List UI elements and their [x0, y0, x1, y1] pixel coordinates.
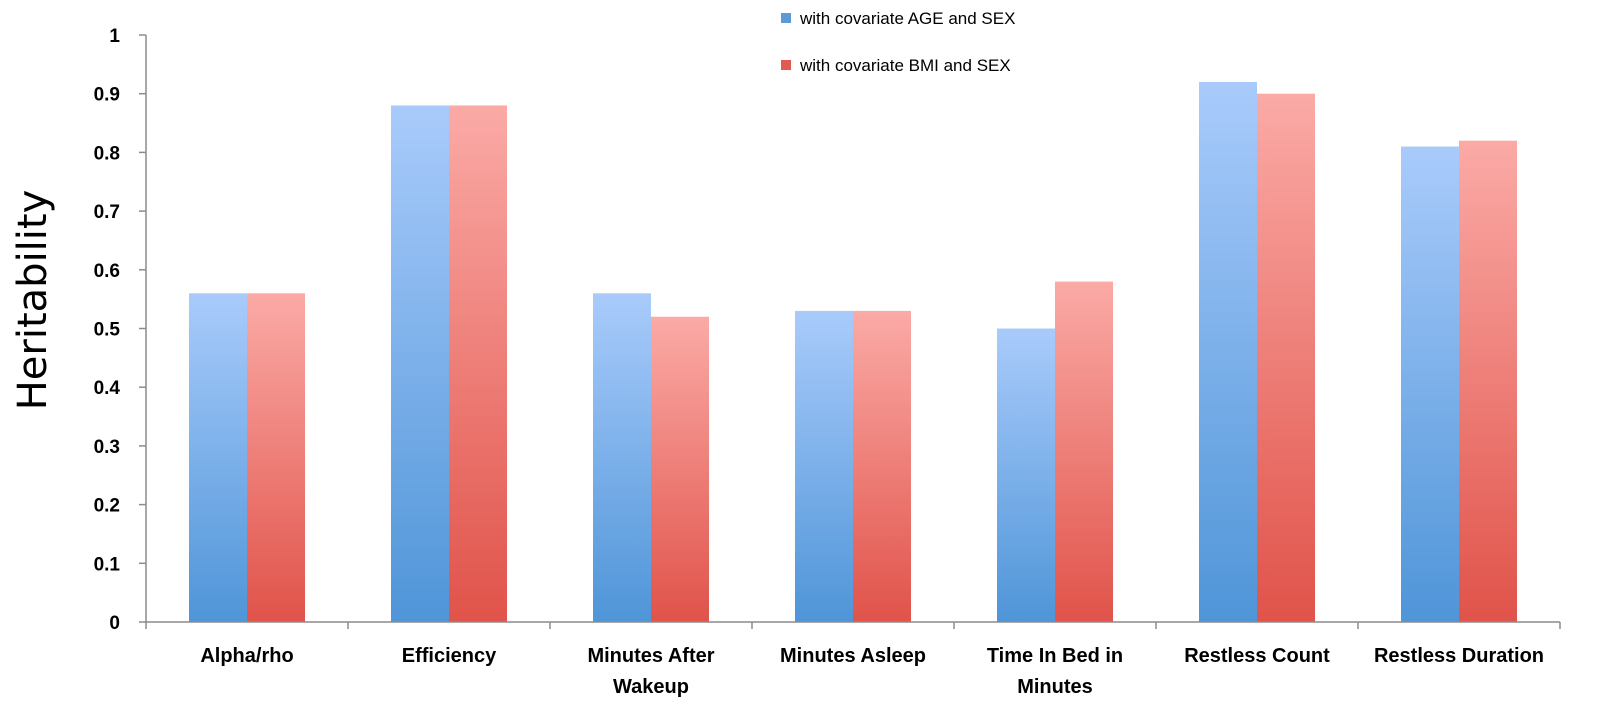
bar-series-2-category-6 [1257, 93, 1315, 622]
y-tick-label: 1 [109, 26, 120, 47]
legend: with covariate AGE and SEX with covariate… [781, 9, 1015, 75]
legend-swatch-2 [781, 60, 791, 70]
y-tick-label: 0 [109, 613, 120, 634]
legend-label-1: with covariate AGE and SEX [799, 9, 1015, 28]
x-tick-label: Restless Count [1184, 645, 1330, 667]
x-tick-label: Time In Bed in Minutes [987, 645, 1123, 698]
bar-series-2-category-5 [1055, 281, 1113, 622]
bar-series-1-category-3 [593, 293, 651, 622]
y-axis-title: Heritability [10, 190, 56, 411]
y-tick-label: 0.4 [94, 378, 121, 399]
x-tick-label: Minutes Asleep [780, 645, 926, 667]
bars-group [189, 81, 1517, 622]
bar-series-2-category-3 [651, 316, 709, 622]
bar-series-2-category-1 [247, 293, 305, 622]
y-tick-label: 0.7 [94, 202, 120, 223]
bar-series-1-category-1 [189, 293, 247, 622]
y-tick-labels: 0 0.1 0.2 0.3 0.4 0.5 0.6 0.7 0.8 0.9 1 [94, 26, 121, 634]
y-tick-label: 0.6 [94, 261, 120, 282]
legend-swatch-1 [781, 13, 791, 23]
bar-series-2-category-7 [1459, 140, 1517, 622]
bar-series-1-category-5 [997, 328, 1055, 622]
x-tick-label: Alpha/rho [200, 645, 293, 667]
legend-label-2: with covariate BMI and SEX [799, 56, 1011, 75]
y-tick-label: 0.1 [94, 554, 121, 575]
bar-series-2-category-4 [853, 310, 911, 622]
axes-group [139, 34, 1561, 629]
x-tick-label: Minutes After Wakeup [587, 645, 714, 698]
bar-series-1-category-7 [1401, 146, 1459, 622]
x-tick-labels: Alpha/rho Efficiency Minutes After Wakeup Mi… [200, 645, 1544, 698]
bar-series-2-category-2 [449, 105, 507, 622]
x-tick-label: Restless Duration [1374, 645, 1544, 667]
y-tick-label: 0.8 [94, 143, 120, 164]
y-tick-label: 0.3 [94, 437, 120, 458]
bar-series-1-category-2 [391, 105, 449, 622]
y-tick-label: 0.9 [94, 85, 120, 106]
bar-series-1-category-6 [1199, 81, 1257, 622]
y-tick-label: 0.5 [94, 320, 121, 341]
x-tick-label: Efficiency [402, 645, 497, 667]
y-tick-label: 0.2 [94, 496, 120, 517]
bar-series-1-category-4 [795, 310, 853, 622]
